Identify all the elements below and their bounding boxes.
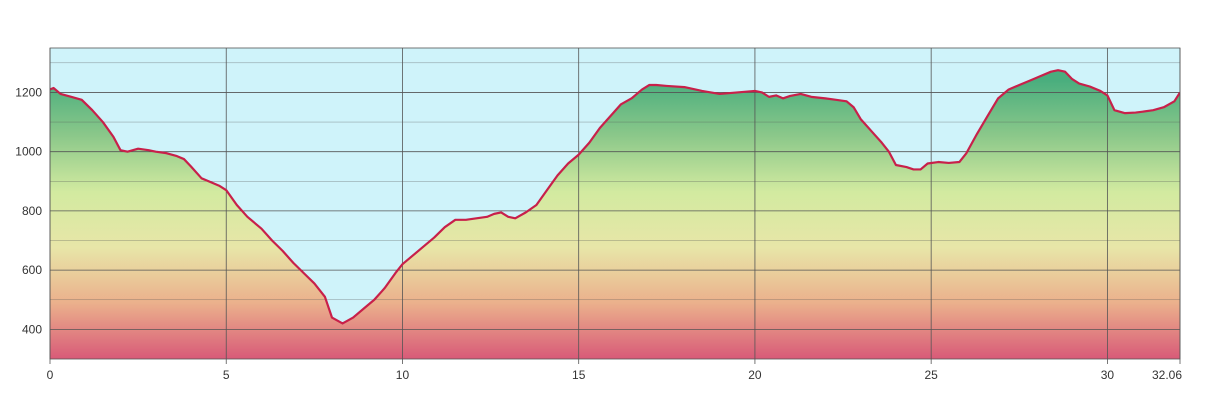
y-tick-label: 400 [22, 322, 42, 336]
elevation-area [50, 70, 1180, 359]
x-tick-label: 32.06 [1152, 368, 1182, 382]
y-tick-label: 600 [22, 263, 42, 277]
y-tick-label: 1200 [15, 85, 42, 99]
x-tick-label: 15 [572, 368, 586, 382]
y-tick-label: 1000 [15, 145, 42, 159]
x-tick-label: 30 [1101, 368, 1115, 382]
x-tick-label: 0 [47, 368, 54, 382]
x-tick-label: 25 [924, 368, 938, 382]
elevation-line [50, 69, 1180, 325]
x-axis-ticks: 0 5 10 15 20 25 30 32.06 [47, 359, 1182, 382]
plot-frame [49, 47, 1181, 360]
x-tick-label: 5 [223, 368, 230, 382]
y-axis-ticks: 400 600 800 1000 1200 [15, 85, 42, 336]
x-tick-label: 20 [748, 368, 762, 382]
y-tick-label: 800 [22, 204, 42, 218]
x-tick-label: 10 [396, 368, 410, 382]
